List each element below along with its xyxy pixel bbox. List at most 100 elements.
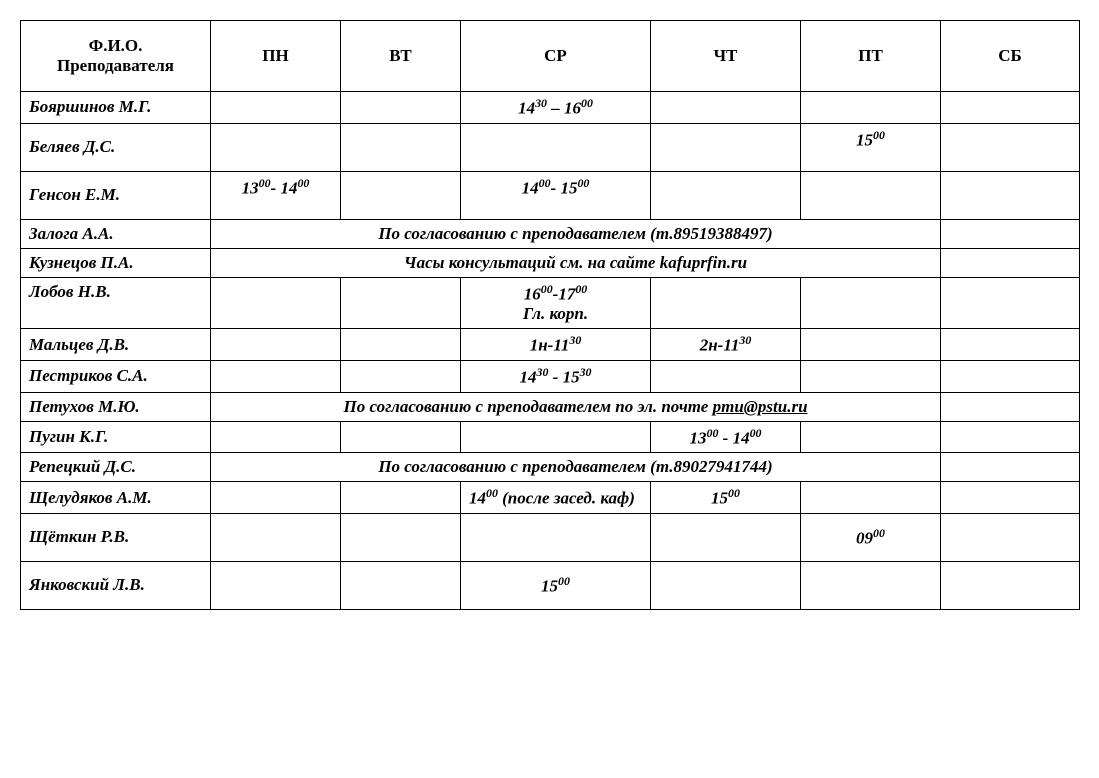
- fri-cell: 0900: [801, 513, 941, 561]
- name-cell: Мальцев Д.В.: [21, 329, 211, 361]
- mon-cell: [211, 123, 341, 171]
- sat-cell: [941, 248, 1080, 277]
- thu-cell: [651, 92, 801, 124]
- merged-cell: Часы консультаций см. на сайте kafuprfin…: [211, 248, 941, 277]
- sat-cell: [941, 92, 1080, 124]
- fri-cell: [801, 329, 941, 361]
- wed-cell: 1500: [461, 561, 651, 609]
- thu-cell: 2н-1130: [651, 329, 801, 361]
- row-repetsky: Репецкий Д.С. По согласованию с преподав…: [21, 453, 1080, 482]
- sat-cell: [941, 329, 1080, 361]
- name-cell: Пугин К.Г.: [21, 421, 211, 453]
- wed-cell: 1430 - 1530: [461, 360, 651, 392]
- thu-cell: 1300 - 1400: [651, 421, 801, 453]
- tue-cell: [341, 360, 461, 392]
- merged-cell: По согласованию с преподавателем (т.8902…: [211, 453, 941, 482]
- merged-text: По согласованию с преподавателем по эл. …: [343, 397, 712, 416]
- name-cell: Бояршинов М.Г.: [21, 92, 211, 124]
- tue-cell: [341, 329, 461, 361]
- header-row: Ф.И.О. Преподавателя ПН ВТ СР ЧТ ПТ СБ: [21, 21, 1080, 92]
- row-boyarshinov: Бояршинов М.Г. 1430 – 1600: [21, 92, 1080, 124]
- thu-cell: [651, 513, 801, 561]
- sat-cell: [941, 171, 1080, 219]
- wed-cell: 1400 (после засед. каф): [461, 482, 651, 514]
- thu-cell: [651, 123, 801, 171]
- row-lobov: Лобов Н.В. 1600-1700 Гл. корп.: [21, 277, 1080, 329]
- col-thu: ЧТ: [651, 21, 801, 92]
- row-pugin: Пугин К.Г. 1300 - 1400: [21, 421, 1080, 453]
- row-zaloga: Залога А.А. По согласованию с преподават…: [21, 219, 1080, 248]
- name-cell: Кузнецов П.А.: [21, 248, 211, 277]
- col-name: Ф.И.О. Преподавателя: [21, 21, 211, 92]
- name-cell: Залога А.А.: [21, 219, 211, 248]
- sat-cell: [941, 513, 1080, 561]
- fri-cell: [801, 171, 941, 219]
- col-mon: ПН: [211, 21, 341, 92]
- mon-cell: [211, 92, 341, 124]
- fri-cell: 1500: [801, 123, 941, 171]
- mon-cell: [211, 421, 341, 453]
- wed-cell: [461, 421, 651, 453]
- merged-cell: По согласованию с преподавателем по эл. …: [211, 392, 941, 421]
- mon-cell: 1300- 1400: [211, 171, 341, 219]
- mon-cell: [211, 329, 341, 361]
- sat-cell: [941, 482, 1080, 514]
- row-scheludyakov: Щелудяков А.М. 1400 (после засед. каф) 1…: [21, 482, 1080, 514]
- col-wed: СР: [461, 21, 651, 92]
- name-cell: Петухов М.Ю.: [21, 392, 211, 421]
- name-cell: Беляев Д.С.: [21, 123, 211, 171]
- col-sat: СБ: [941, 21, 1080, 92]
- thu-cell: 1500: [651, 482, 801, 514]
- fri-cell: [801, 561, 941, 609]
- col-fri: ПТ: [801, 21, 941, 92]
- col-tue: ВТ: [341, 21, 461, 92]
- wed-cell: [461, 513, 651, 561]
- tue-cell: [341, 561, 461, 609]
- sat-cell: [941, 453, 1080, 482]
- name-cell: Лобов Н.В.: [21, 277, 211, 329]
- wed-cell: 1430 – 1600: [461, 92, 651, 124]
- merged-cell: По согласованию с преподавателем (т.8951…: [211, 219, 941, 248]
- thu-cell: [651, 360, 801, 392]
- wed-cell: [461, 123, 651, 171]
- row-genson: Генсон Е.М. 1300- 1400 1400- 1500: [21, 171, 1080, 219]
- thu-cell: [651, 561, 801, 609]
- sat-cell: [941, 277, 1080, 329]
- sat-cell: [941, 561, 1080, 609]
- name-cell: Репецкий Д.С.: [21, 453, 211, 482]
- wed-cell: 1400- 1500: [461, 171, 651, 219]
- tue-cell: [341, 421, 461, 453]
- wed-cell: 1600-1700 Гл. корп.: [461, 277, 651, 329]
- row-pestrikov: Пестриков С.А. 1430 - 1530: [21, 360, 1080, 392]
- name-cell: Генсон Е.М.: [21, 171, 211, 219]
- fri-cell: [801, 360, 941, 392]
- email-link[interactable]: pmu@pstu.ru: [713, 397, 808, 416]
- tue-cell: [341, 277, 461, 329]
- name-cell: Щёткин Р.В.: [21, 513, 211, 561]
- sat-cell: [941, 392, 1080, 421]
- sat-cell: [941, 360, 1080, 392]
- thu-cell: [651, 171, 801, 219]
- row-maltsev: Мальцев Д.В. 1н-1130 2н-1130: [21, 329, 1080, 361]
- schedule-table: Ф.И.О. Преподавателя ПН ВТ СР ЧТ ПТ СБ Б…: [20, 20, 1080, 610]
- sat-cell: [941, 219, 1080, 248]
- row-belyaev: Беляев Д.С. 1500: [21, 123, 1080, 171]
- thu-cell: [651, 277, 801, 329]
- tue-cell: [341, 171, 461, 219]
- fri-cell: [801, 421, 941, 453]
- mon-cell: [211, 360, 341, 392]
- fri-cell: [801, 482, 941, 514]
- name-cell: Щелудяков А.М.: [21, 482, 211, 514]
- tue-cell: [341, 513, 461, 561]
- fri-cell: [801, 92, 941, 124]
- fri-cell: [801, 277, 941, 329]
- tue-cell: [341, 92, 461, 124]
- row-petukhov: Петухов М.Ю. По согласованию с преподава…: [21, 392, 1080, 421]
- mon-cell: [211, 561, 341, 609]
- tue-cell: [341, 123, 461, 171]
- tue-cell: [341, 482, 461, 514]
- name-cell: Пестриков С.А.: [21, 360, 211, 392]
- mon-cell: [211, 482, 341, 514]
- wed-cell: 1н-1130: [461, 329, 651, 361]
- mon-cell: [211, 277, 341, 329]
